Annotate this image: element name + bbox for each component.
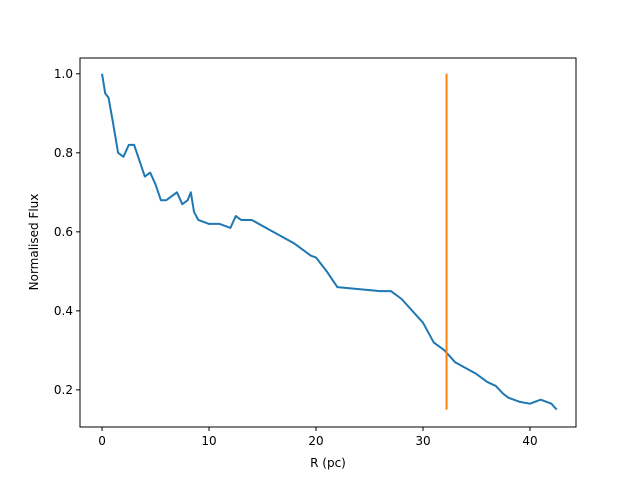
y-tick-label: 0.2 [54, 383, 73, 397]
y-tick-label: 0.6 [54, 225, 73, 239]
x-tick-label: 30 [415, 434, 430, 448]
y-tick-label: 1.0 [54, 67, 73, 81]
x-tick-label: 0 [98, 434, 106, 448]
y-tick-label: 0.4 [54, 304, 73, 318]
x-tick-label: 10 [201, 434, 216, 448]
y-tick-label: 0.8 [54, 146, 73, 160]
data-line [101, 73, 558, 411]
y-axis-label: Normalised Flux [27, 194, 41, 291]
plot-frame [79, 57, 577, 428]
x-tick-label: 40 [522, 434, 537, 448]
x-axis-label: R (pc) [310, 456, 346, 470]
x-tick-label: 20 [308, 434, 323, 448]
